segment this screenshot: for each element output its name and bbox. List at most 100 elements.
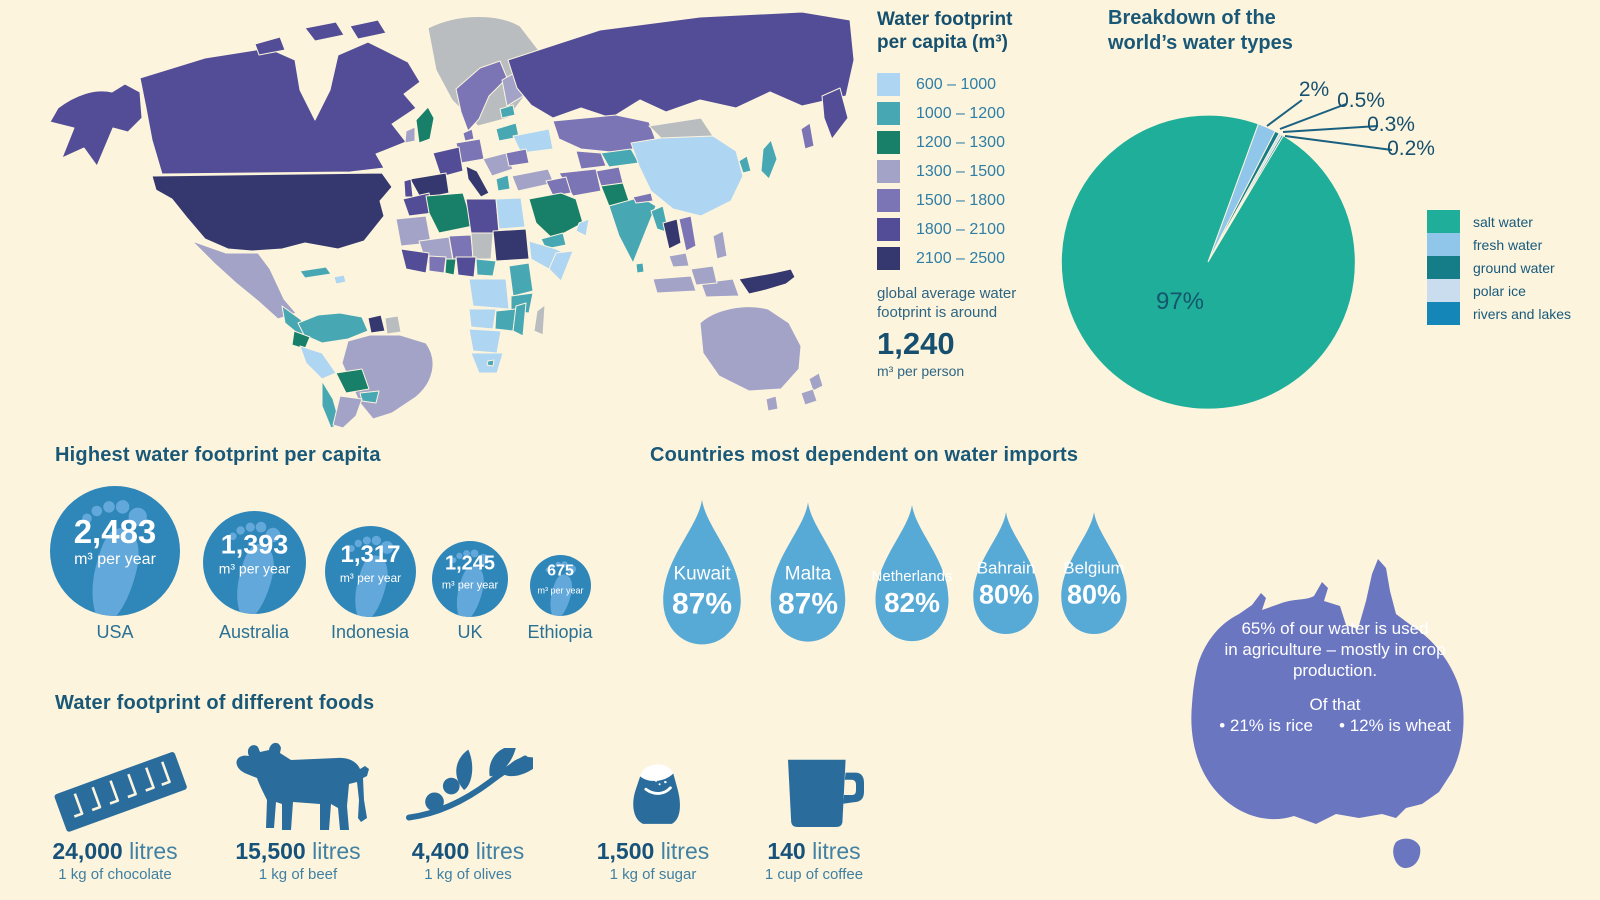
- global-average-note: global average water footprint is around: [877, 285, 1037, 323]
- footprint-icon: [228, 521, 280, 614]
- footprint-icon: [545, 561, 576, 616]
- pie-title: Breakdown of the world’s water types: [1108, 6, 1293, 56]
- legend-item: 1200 – 1300: [877, 128, 1037, 157]
- food-value: 140 litres: [704, 838, 924, 865]
- footprint-unit: m³ per year: [441, 579, 499, 592]
- water-drop-icon: [875, 504, 949, 642]
- drop-value: 80%: [978, 579, 1034, 610]
- food-value-number: 24,000: [52, 838, 123, 864]
- legend-swatch: [877, 247, 900, 271]
- footprint-country-label: Indonesia: [330, 622, 410, 642]
- australia-map-shape: [1191, 559, 1464, 869]
- water-drop-netherlands: Netherlands 82%: [864, 493, 960, 653]
- footprint-country-label: Ethiopia: [527, 622, 593, 642]
- legend-label: ground water: [1473, 259, 1555, 276]
- legend-item: 600 – 1000: [877, 70, 1037, 99]
- food-value-unit: litres: [812, 838, 861, 864]
- global-average-unit: m³ per person: [877, 362, 965, 379]
- water-drop-kuwait: Kuwait 87%: [651, 490, 753, 654]
- pie-legend-item: salt water: [1427, 210, 1571, 233]
- note-line2: footprint is around: [877, 304, 998, 322]
- footprint-unit: m³ per year: [218, 560, 291, 577]
- legend-swatch: [877, 189, 900, 213]
- food-value-number: 4,400: [411, 838, 470, 864]
- pie-label-salt-water: 97%: [1155, 288, 1205, 315]
- water-drop-icon: [973, 511, 1039, 635]
- legend-swatch: [1427, 210, 1460, 233]
- bullet-rice: • 21% is rice: [1219, 716, 1314, 736]
- pie-legend-item: polar ice: [1427, 279, 1571, 302]
- footprint-value: 1,245: [444, 552, 496, 575]
- map-legend-title-line1: Water footprint: [877, 9, 1013, 30]
- food-value-unit: litres: [475, 838, 525, 864]
- australia-note-bullets: • 21% is rice • 12% is wheat: [1185, 715, 1485, 736]
- footprint-icon: [347, 535, 393, 617]
- drop-country: Malta: [784, 563, 832, 585]
- legend-swatch: [877, 131, 900, 155]
- bullet-wheat: • 12% is wheat: [1339, 716, 1451, 736]
- note-line1: global average water: [877, 285, 1017, 303]
- legend-swatch: [1427, 256, 1460, 279]
- drop-value: 87%: [671, 587, 733, 621]
- water-drop-belgium: Belgium 80%: [1051, 500, 1137, 646]
- pie-callout-line: [1282, 125, 1379, 133]
- pie-label-fresh-water: 2%: [1298, 78, 1330, 101]
- footprint-circle-uk: 1,245 m³ per year: [432, 541, 508, 617]
- water-drop-icon: [663, 499, 741, 645]
- asia: [507, 11, 855, 298]
- footprint-unit: m³ per year: [74, 550, 156, 568]
- pie-slices: [1060, 114, 1356, 410]
- pie-legend-item: fresh water: [1427, 233, 1571, 256]
- australia-note-line4: Of that: [1309, 695, 1361, 715]
- legend-swatch: [877, 102, 900, 126]
- map-legend-title-line2: per capita (m³): [877, 32, 1008, 54]
- water-drop-icon: [1061, 511, 1127, 635]
- footprint-value: 1,317: [340, 541, 401, 569]
- legend-item: 1800 – 2100: [877, 215, 1037, 244]
- foods-section-title: Water footprint of different foods: [55, 692, 375, 714]
- food-value-number: 15,500: [235, 838, 306, 864]
- legend-swatch: [877, 160, 900, 184]
- legend-label: 1200 – 1300: [916, 133, 1005, 151]
- drop-country: Belgium: [1063, 558, 1125, 578]
- australia-note: 65% of our water is used in agriculture …: [1185, 618, 1485, 736]
- legend-swatch: [877, 218, 900, 242]
- food-caption: 1 kg of chocolate: [58, 866, 172, 883]
- food-value: 24,000 litres: [5, 838, 225, 865]
- world-choropleth-map: [49, 11, 855, 429]
- footprint-circle-indonesia: 1,317 m³ per year: [325, 526, 416, 617]
- drop-country: Netherlands: [871, 568, 953, 585]
- map-legend: Water footprint per capita (m³) 600 – 10…: [877, 8, 1037, 379]
- sugar-bag-icon: [633, 764, 680, 824]
- legend-swatch: [1427, 279, 1460, 302]
- cow-icon: [236, 742, 369, 830]
- map-legend-items: 600 – 1000 1000 – 1200 1200 – 1300 1300 …: [877, 70, 1037, 273]
- footprint-circle-ethiopia: 675 m³ per year: [530, 555, 591, 616]
- australia-note-line3: production.: [1292, 661, 1378, 681]
- food-value-number: 140: [767, 838, 806, 864]
- legend-item: 1000 – 1200: [877, 99, 1037, 128]
- legend-item: 2100 – 2500: [877, 244, 1037, 273]
- footprint-value: 1,393: [220, 529, 289, 560]
- food-value-number: 1,500: [596, 838, 655, 864]
- footprint-circle-usa: 2,483 m³ per year: [50, 486, 180, 616]
- food-value: 15,500 litres: [188, 838, 408, 865]
- pie-callout-line: [1284, 135, 1393, 151]
- footprint-icon: [450, 549, 489, 617]
- pie-callout-line: [1279, 103, 1347, 130]
- legend-label: 1300 – 1500: [916, 162, 1005, 180]
- footprint-country-label: UK: [457, 622, 483, 642]
- drop-country: Kuwait: [673, 563, 731, 585]
- pie-title-line2: world’s water types: [1108, 32, 1293, 54]
- footprint-country-label: USA: [96, 622, 134, 642]
- legend-label: 1800 – 2100: [916, 220, 1005, 238]
- food-value-unit: litres: [312, 838, 361, 864]
- pie-legend: salt water fresh water ground water pola…: [1427, 210, 1571, 325]
- footprint-value: 675: [547, 562, 574, 580]
- footprint-circle-australia: 1,393 m³ per year: [203, 511, 306, 614]
- food-caption: 1 kg of beef: [258, 866, 338, 883]
- legend-swatch: [1427, 233, 1460, 256]
- food-caption: 1 cup of coffee: [764, 866, 864, 883]
- drop-value: 80%: [1066, 579, 1122, 610]
- food-value: 4,400 litres: [358, 838, 578, 865]
